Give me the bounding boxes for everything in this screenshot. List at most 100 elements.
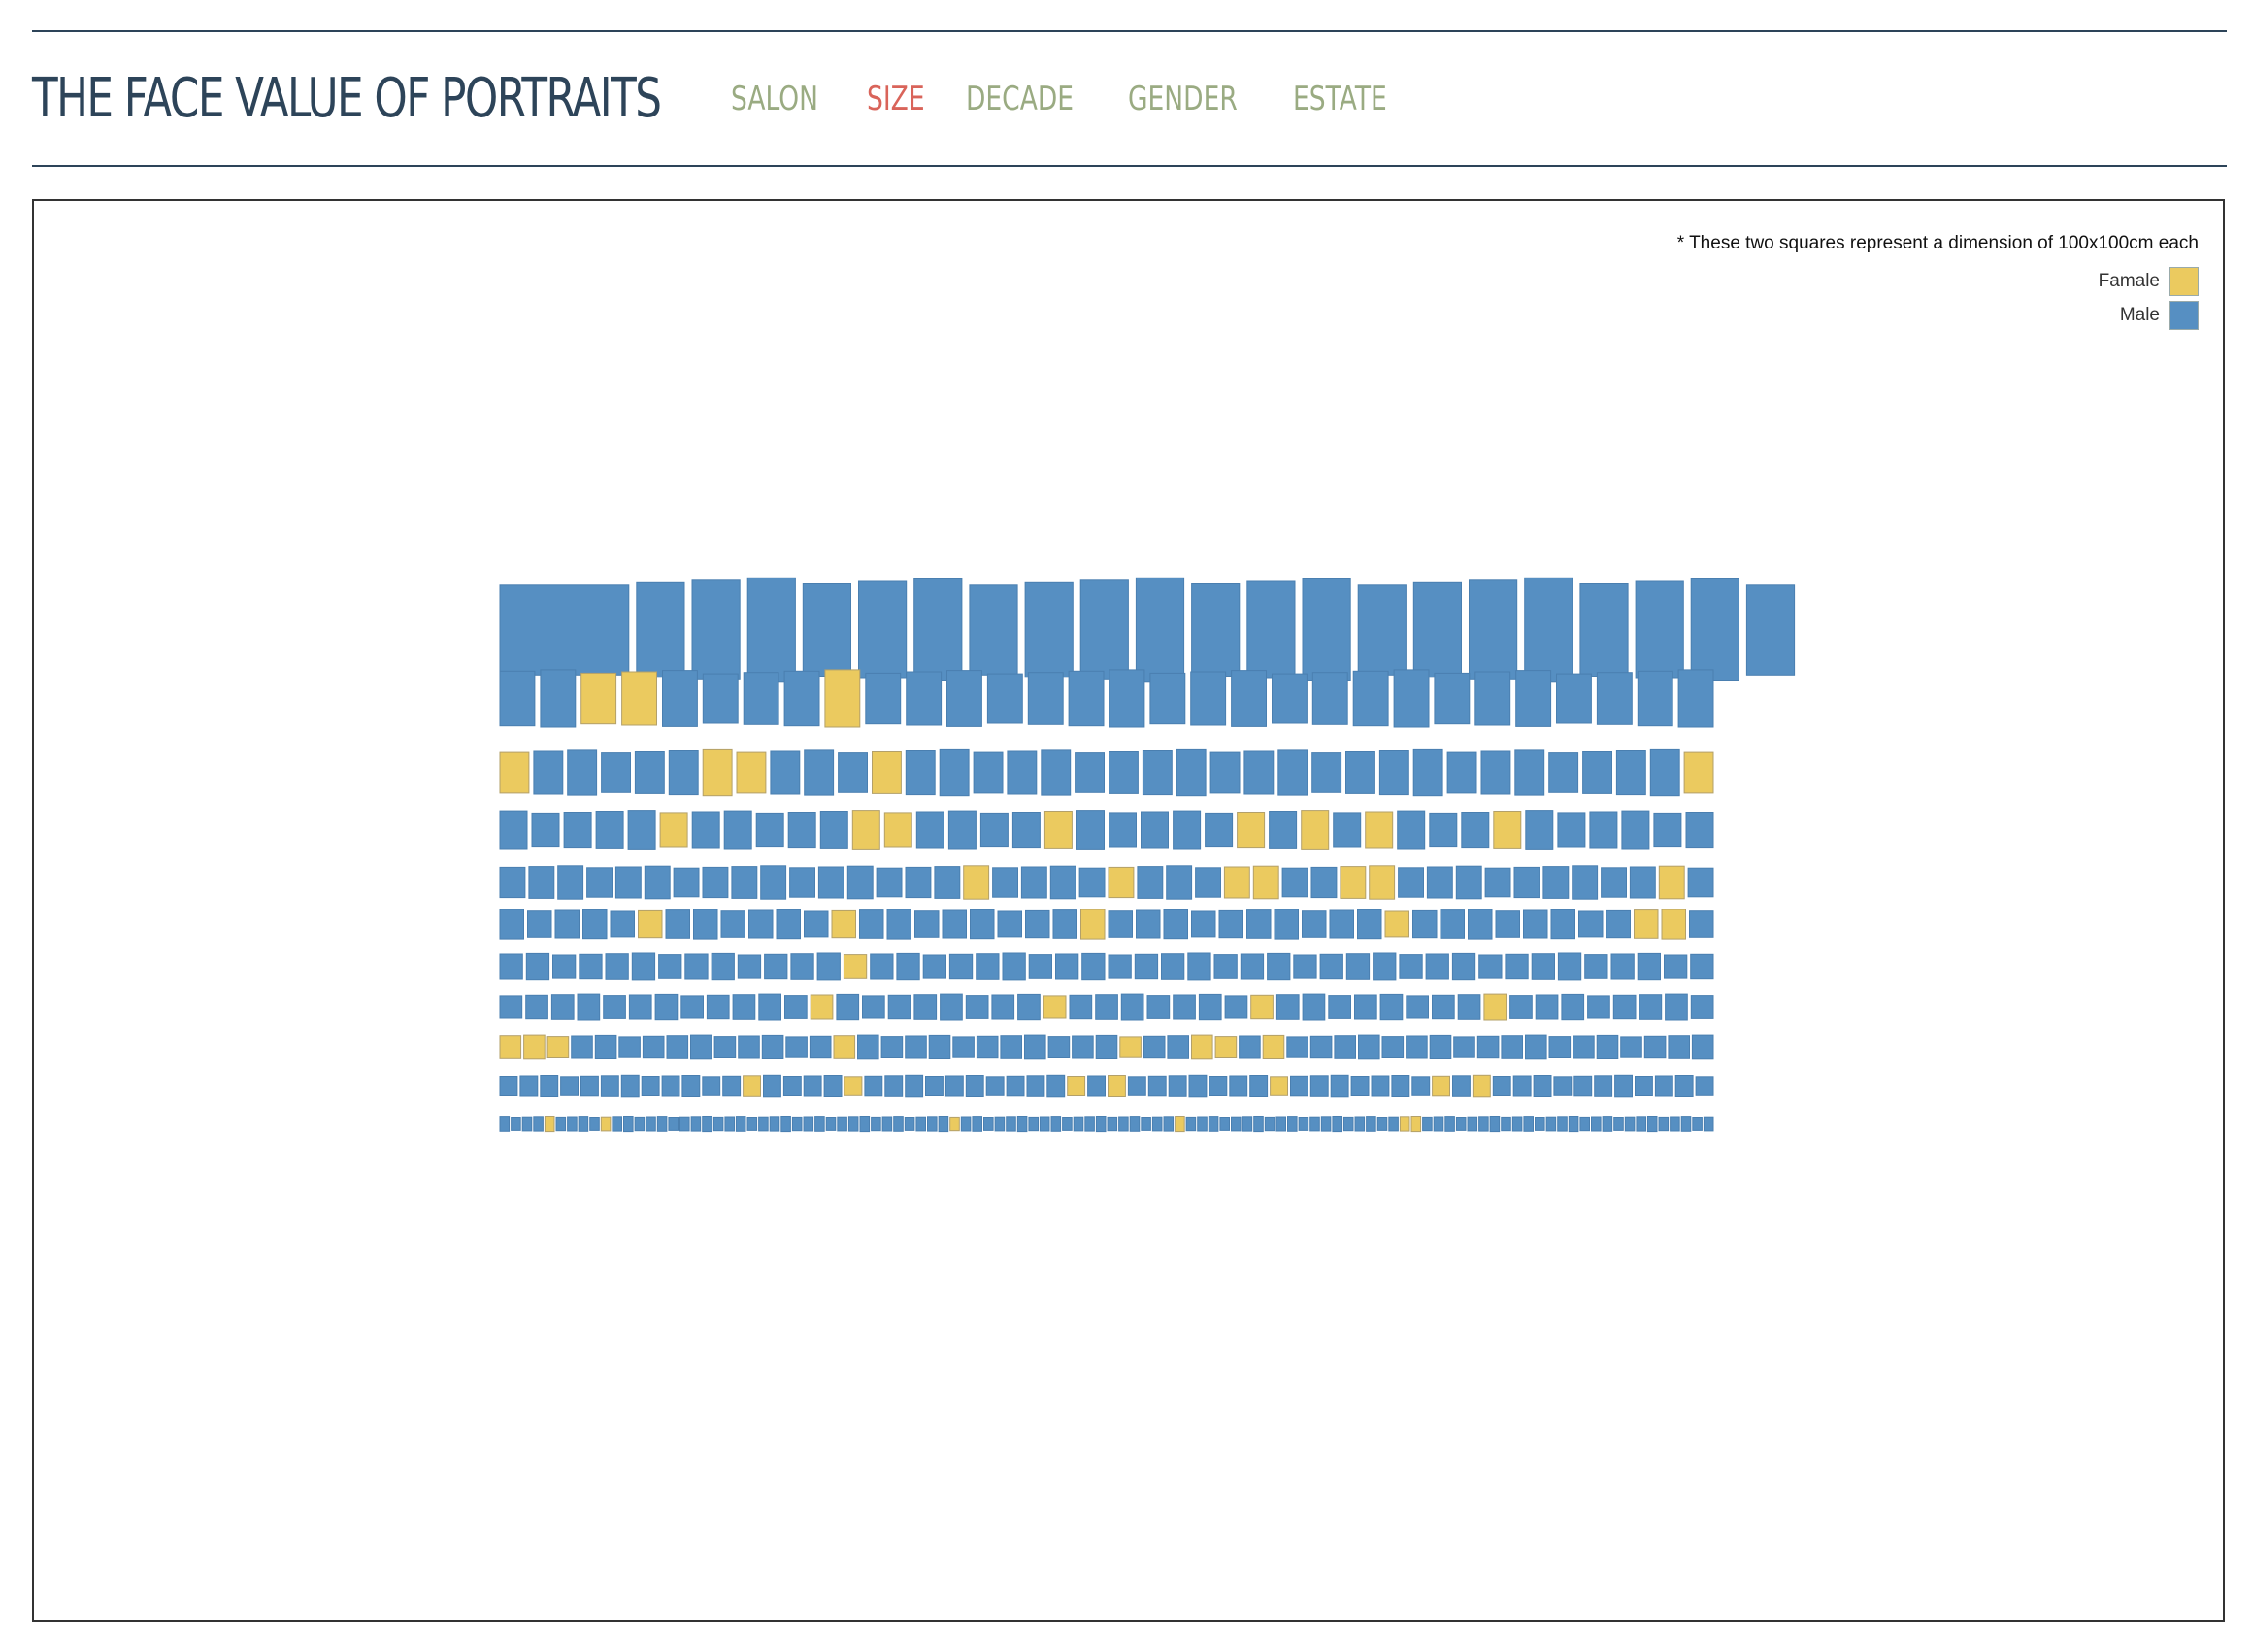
portrait-square-male[interactable] bbox=[1302, 578, 1351, 681]
portrait-square-male[interactable] bbox=[519, 1075, 539, 1097]
portrait-square-male[interactable] bbox=[1398, 867, 1424, 898]
portrait-square-male[interactable] bbox=[997, 910, 1022, 938]
portrait-square-male[interactable] bbox=[1639, 994, 1663, 1020]
portrait-square-male[interactable] bbox=[1429, 1034, 1452, 1060]
portrait-square-male[interactable] bbox=[1190, 671, 1227, 726]
portrait-square-male[interactable] bbox=[1055, 953, 1079, 980]
portrait-square-male[interactable] bbox=[1513, 866, 1540, 899]
portrait-square-male[interactable] bbox=[595, 811, 624, 849]
portrait-square-male[interactable] bbox=[886, 909, 911, 940]
portrait-square-male[interactable] bbox=[1411, 1076, 1431, 1096]
portrait-square-male[interactable] bbox=[1484, 867, 1511, 898]
portrait-square-male[interactable] bbox=[1691, 1034, 1714, 1060]
portrait-square-male[interactable] bbox=[668, 750, 699, 796]
portrait-square-male[interactable] bbox=[1501, 1035, 1524, 1059]
portrait-square-male[interactable] bbox=[528, 866, 555, 899]
portrait-square-male[interactable] bbox=[1432, 994, 1455, 1020]
portrait-square-male[interactable] bbox=[979, 812, 1009, 848]
portrait-square-male[interactable] bbox=[673, 867, 700, 898]
portrait-square-male[interactable] bbox=[1166, 865, 1193, 900]
portrait-square-female[interactable] bbox=[523, 1034, 546, 1060]
portrait-square-male[interactable] bbox=[605, 953, 629, 980]
portrait-square-male[interactable] bbox=[1129, 1116, 1141, 1132]
portrait-square-female[interactable] bbox=[844, 1076, 863, 1096]
portrait-square-male[interactable] bbox=[1689, 910, 1714, 938]
portrait-square-female[interactable] bbox=[1369, 865, 1396, 900]
portrait-square-female[interactable] bbox=[702, 748, 733, 797]
portrait-square-male[interactable] bbox=[1275, 994, 1300, 1020]
portrait-square-male[interactable] bbox=[928, 1034, 951, 1060]
portrait-square-male[interactable] bbox=[499, 810, 528, 850]
portrait-square-male[interactable] bbox=[864, 1075, 883, 1097]
portrait-square-male[interactable] bbox=[1591, 1116, 1602, 1132]
portrait-square-male[interactable] bbox=[634, 1116, 646, 1132]
portrait-square-male[interactable] bbox=[1635, 1076, 1653, 1096]
portrait-square-male[interactable] bbox=[1373, 952, 1397, 981]
portrait-square-male[interactable] bbox=[1357, 584, 1407, 676]
portrait-square-male[interactable] bbox=[1006, 1116, 1016, 1132]
portrait-square-female[interactable] bbox=[1191, 1034, 1213, 1060]
portrait-square-male[interactable] bbox=[1173, 994, 1196, 1020]
portrait-square-male[interactable] bbox=[1073, 1116, 1084, 1132]
portrait-square-female[interactable] bbox=[638, 909, 663, 939]
portrait-square-male[interactable] bbox=[1208, 1116, 1219, 1132]
portrait-square-male[interactable] bbox=[550, 994, 575, 1020]
portrait-square-male[interactable] bbox=[603, 995, 626, 1019]
portrait-square-male[interactable] bbox=[1548, 1036, 1572, 1058]
portrait-square-male[interactable] bbox=[1366, 1116, 1376, 1132]
portrait-square-male[interactable] bbox=[1311, 752, 1342, 793]
portrait-square-male[interactable] bbox=[1444, 1116, 1455, 1132]
portrait-square-male[interactable] bbox=[1127, 1076, 1146, 1096]
nav-decade[interactable]: DECADE bbox=[965, 79, 1074, 118]
portrait-square-male[interactable] bbox=[859, 1116, 871, 1133]
portrait-square-male[interactable] bbox=[577, 993, 601, 1021]
portrait-square-male[interactable] bbox=[1016, 1116, 1028, 1133]
portrait-square-male[interactable] bbox=[1745, 584, 1796, 676]
portrait-square-male[interactable] bbox=[1329, 909, 1354, 939]
portrait-square-male[interactable] bbox=[1024, 1034, 1046, 1060]
portrait-square-female[interactable] bbox=[743, 1075, 761, 1097]
portrait-square-female[interactable] bbox=[1237, 812, 1266, 849]
portrait-square-male[interactable] bbox=[1524, 577, 1573, 683]
portrait-square-male[interactable] bbox=[947, 810, 977, 850]
portrait-square-male[interactable] bbox=[1548, 752, 1579, 793]
portrait-square-male[interactable] bbox=[738, 1035, 760, 1059]
portrait-square-male[interactable] bbox=[791, 1116, 803, 1132]
portrait-square-male[interactable] bbox=[1253, 1116, 1264, 1133]
portrait-square-male[interactable] bbox=[706, 994, 730, 1020]
portrait-square-male[interactable] bbox=[580, 1075, 599, 1097]
portrait-square-male[interactable] bbox=[1120, 993, 1144, 1021]
portrait-square-male[interactable] bbox=[1240, 953, 1265, 980]
portrait-square-male[interactable] bbox=[859, 909, 884, 939]
portrait-square-male[interactable] bbox=[944, 1075, 964, 1097]
portrait-square-male[interactable] bbox=[983, 1117, 994, 1131]
portrait-square-male[interactable] bbox=[1397, 810, 1426, 850]
portrait-square-female[interactable] bbox=[1658, 865, 1685, 900]
portrait-square-female[interactable] bbox=[949, 1116, 960, 1132]
portrait-square-male[interactable] bbox=[1176, 748, 1207, 797]
portrait-square-female[interactable] bbox=[1175, 1116, 1185, 1133]
portrait-square-female[interactable] bbox=[872, 751, 902, 794]
portrait-square-female[interactable] bbox=[1493, 811, 1522, 849]
portrait-square-male[interactable] bbox=[1620, 1036, 1642, 1058]
portrait-square-female[interactable] bbox=[1472, 1074, 1491, 1098]
portrait-square-male[interactable] bbox=[1573, 1075, 1593, 1097]
portrait-square-male[interactable] bbox=[1406, 1035, 1428, 1059]
portrait-square-female[interactable] bbox=[810, 994, 834, 1020]
portrait-square-male[interactable] bbox=[735, 1116, 746, 1132]
portrait-square-male[interactable] bbox=[1231, 1116, 1242, 1132]
portrait-square-male[interactable] bbox=[1274, 909, 1299, 940]
portrait-square-male[interactable] bbox=[1602, 1116, 1613, 1132]
portrait-square-male[interactable] bbox=[816, 952, 841, 981]
portrait-square-male[interactable] bbox=[1478, 954, 1503, 979]
portrait-square-male[interactable] bbox=[1391, 1075, 1410, 1097]
portrait-square-female[interactable] bbox=[580, 672, 617, 725]
portrait-square-male[interactable] bbox=[1388, 1116, 1399, 1132]
portrait-square-female[interactable] bbox=[1301, 810, 1330, 850]
portrait-square-male[interactable] bbox=[1354, 994, 1377, 1020]
portrait-square-male[interactable] bbox=[1680, 1116, 1692, 1132]
portrait-square-male[interactable] bbox=[1525, 1034, 1547, 1060]
portrait-square-male[interactable] bbox=[769, 1116, 780, 1132]
portrait-square-male[interactable] bbox=[743, 672, 779, 725]
portrait-square-male[interactable] bbox=[1495, 910, 1520, 938]
